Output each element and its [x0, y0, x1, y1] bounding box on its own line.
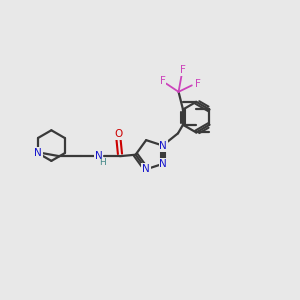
Text: N: N	[159, 159, 167, 169]
Text: F: F	[160, 76, 166, 86]
Text: N: N	[159, 141, 167, 151]
Text: N: N	[34, 148, 42, 158]
Text: N: N	[95, 151, 103, 161]
Text: F: F	[195, 79, 201, 89]
Text: N: N	[142, 164, 150, 174]
Text: O: O	[114, 129, 123, 140]
Text: F: F	[180, 65, 186, 75]
Text: H: H	[100, 158, 106, 166]
